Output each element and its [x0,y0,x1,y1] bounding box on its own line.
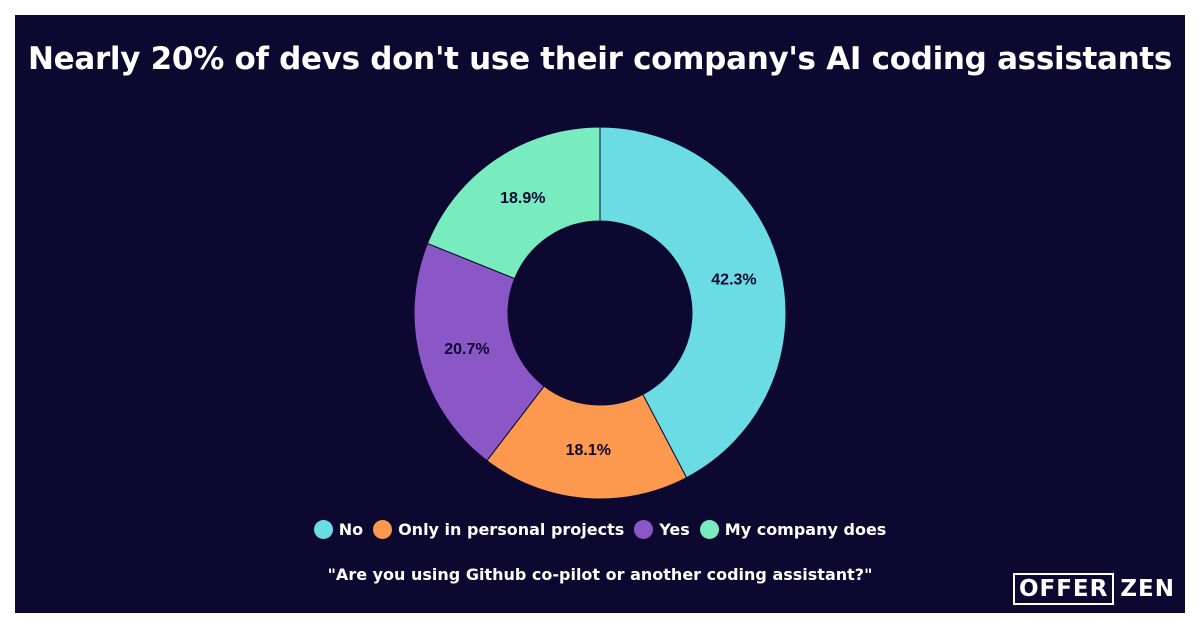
logo-boxed-text: OFFER [1012,573,1115,605]
legend-label-personal: Only in personal projects [398,520,625,539]
slice-value-label-3: 18.9% [500,190,545,207]
offerzen-logo: OFFER ZEN [1012,573,1175,605]
donut-chart: 42.3% 18.1% 20.7% 18.9% [413,126,787,500]
legend-item-company: My company does [699,520,887,539]
legend-label-yes: Yes [659,520,690,539]
legend-swatch-personal [373,520,393,539]
legend-swatch-company [699,520,719,539]
chart-title: Nearly 20% of devs don't use their compa… [27,41,1173,77]
slice-value-label-0: 42.3% [711,271,756,288]
slice-value-label-2: 20.7% [444,341,489,358]
legend-item-yes: Yes [634,520,690,539]
donut-slice-0 [599,126,787,479]
chart-panel: Nearly 20% of devs don't use their compa… [15,15,1185,613]
legend-label-no: No [338,520,364,539]
legend-label-company: My company does [724,520,887,539]
donut-slice-3 [426,126,601,280]
legend-item-personal: Only in personal projects [373,520,624,539]
donut-slice-1 [486,385,688,500]
legend-swatch-yes [634,520,654,539]
logo-plain-text: ZEN [1120,576,1175,602]
donut-slice-2 [413,242,545,462]
legend-item-no: No [313,520,364,539]
slice-value-label-1: 18.1% [566,442,611,459]
survey-question: "Are you using Github co-pilot or anothe… [327,565,873,584]
legend: No Only in personal projects Yes My comp… [15,520,1185,539]
legend-swatch-no [313,520,333,539]
